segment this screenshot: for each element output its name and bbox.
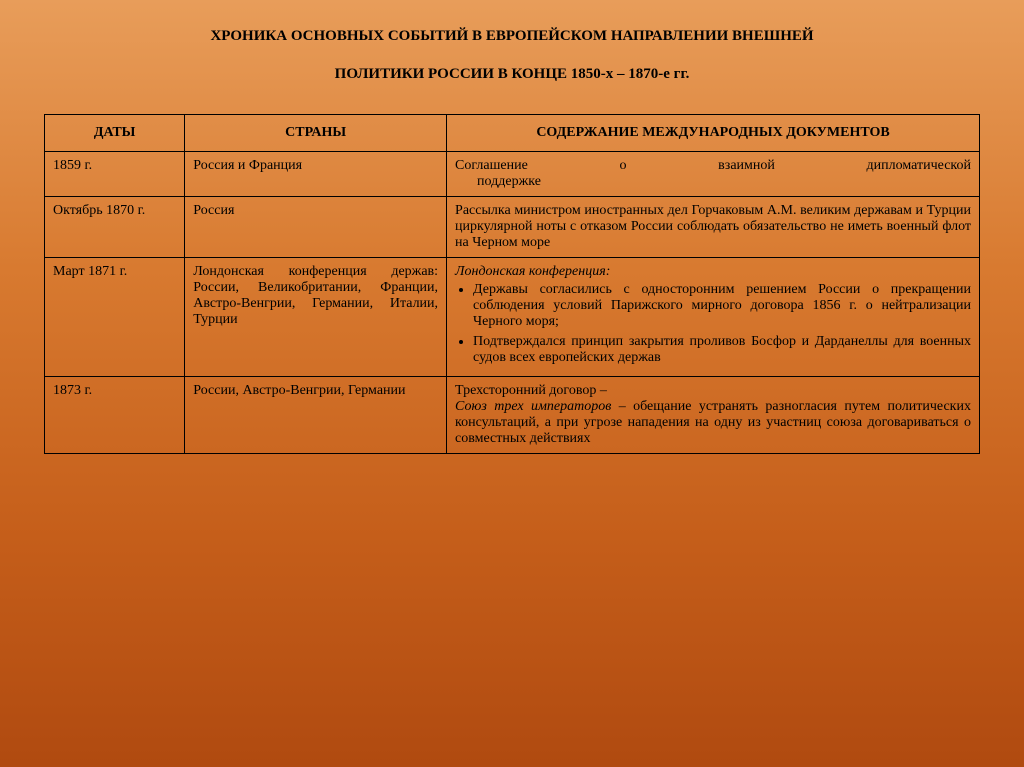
content-text: Рассылка министром иностранных дел Горча…: [455, 203, 971, 250]
cell-date: Март 1871 г.: [45, 258, 185, 377]
cell-date: 1873 г.: [45, 377, 185, 454]
content-line: Соглашение о взаимной дипломатической: [455, 158, 971, 174]
slide-title: ХРОНИКА ОСНОВНЫХ СОБЫТИЙ В ЕВРОПЕЙСКОМ Н…: [44, 24, 980, 86]
table-row: Октябрь 1870 г. Россия Рассылка министро…: [45, 197, 980, 258]
title-line-2: ПОЛИТИКИ РОССИИ В КОНЦЕ 1850-х – 1870-е …: [44, 62, 980, 86]
events-table: ДАТЫ СТРАНЫ СОДЕРЖАНИЕ МЕЖДУНАРОДНЫХ ДОК…: [44, 114, 980, 454]
header-dates: ДАТЫ: [45, 115, 185, 152]
cell-content: Соглашение о взаимной дипломатической по…: [447, 152, 980, 197]
table-row: 1873 г. России, Австро-Венгрии, Германии…: [45, 377, 980, 454]
cell-country: Лондонская конференция держав: России, В…: [185, 258, 447, 377]
content-line: поддержке: [455, 174, 971, 190]
cell-country: Россия и Франция: [185, 152, 447, 197]
cell-date: Октябрь 1870 г.: [45, 197, 185, 258]
table-header-row: ДАТЫ СТРАНЫ СОДЕРЖАНИЕ МЕЖДУНАРОДНЫХ ДОК…: [45, 115, 980, 152]
bullet-item: Державы согласились с односторонним реше…: [473, 282, 971, 330]
cell-country: Россия: [185, 197, 447, 258]
header-countries: СТРАНЫ: [185, 115, 447, 152]
cell-date: 1859 г.: [45, 152, 185, 197]
content-lead-1: Трехсторонний договор –: [455, 383, 607, 398]
slide: ХРОНИКА ОСНОВНЫХ СОБЫТИЙ В ЕВРОПЕЙСКОМ Н…: [0, 0, 1024, 474]
bullet-list: Державы согласились с односторонним реше…: [473, 282, 971, 366]
bullet-item: Подтверждался принцип закрытия проливов …: [473, 334, 971, 366]
table-row: Март 1871 г. Лондонская конференция держ…: [45, 258, 980, 377]
cell-content: Рассылка министром иностранных дел Горча…: [447, 197, 980, 258]
header-content: СОДЕРЖАНИЕ МЕЖДУНАРОДНЫХ ДОКУМЕНТОВ: [447, 115, 980, 152]
title-line-1: ХРОНИКА ОСНОВНЫХ СОБЫТИЙ В ЕВРОПЕЙСКОМ Н…: [44, 24, 980, 48]
cell-content: Лондонская конференция: Державы согласил…: [447, 258, 980, 377]
cell-country: России, Австро-Венгрии, Германии: [185, 377, 447, 454]
content-lead: Лондонская конференция:: [455, 264, 971, 280]
table-row: 1859 г. Россия и Франция Соглашение о вз…: [45, 152, 980, 197]
content-lead-2: Союз трех императоров: [455, 399, 611, 414]
cell-content: Трехсторонний договор – Союз трех импера…: [447, 377, 980, 454]
